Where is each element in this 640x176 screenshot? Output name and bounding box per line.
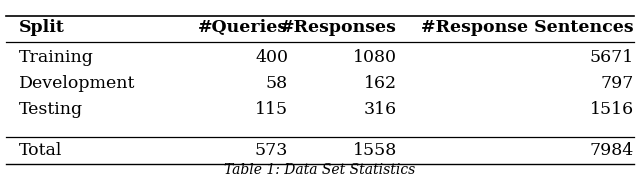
Text: 316: 316 [364, 102, 397, 118]
Text: 573: 573 [255, 142, 288, 159]
Text: #Queries: #Queries [198, 19, 288, 36]
Text: 1558: 1558 [353, 142, 397, 159]
Text: 5671: 5671 [589, 49, 634, 66]
Text: 58: 58 [266, 75, 288, 92]
Text: Testing: Testing [19, 102, 83, 118]
Text: 797: 797 [600, 75, 634, 92]
Text: 400: 400 [255, 49, 288, 66]
Text: Split: Split [19, 19, 65, 36]
Text: Development: Development [19, 75, 136, 92]
Text: #Response Sentences: #Response Sentences [421, 19, 634, 36]
Text: #Responses: #Responses [280, 19, 397, 36]
Text: 7984: 7984 [589, 142, 634, 159]
Text: Table 1: Data Set Statistics: Table 1: Data Set Statistics [225, 163, 415, 176]
Text: Training: Training [19, 49, 94, 66]
Text: 1080: 1080 [353, 49, 397, 66]
Text: 115: 115 [255, 102, 288, 118]
Text: Total: Total [19, 142, 63, 159]
Text: 1516: 1516 [589, 102, 634, 118]
Text: 162: 162 [364, 75, 397, 92]
